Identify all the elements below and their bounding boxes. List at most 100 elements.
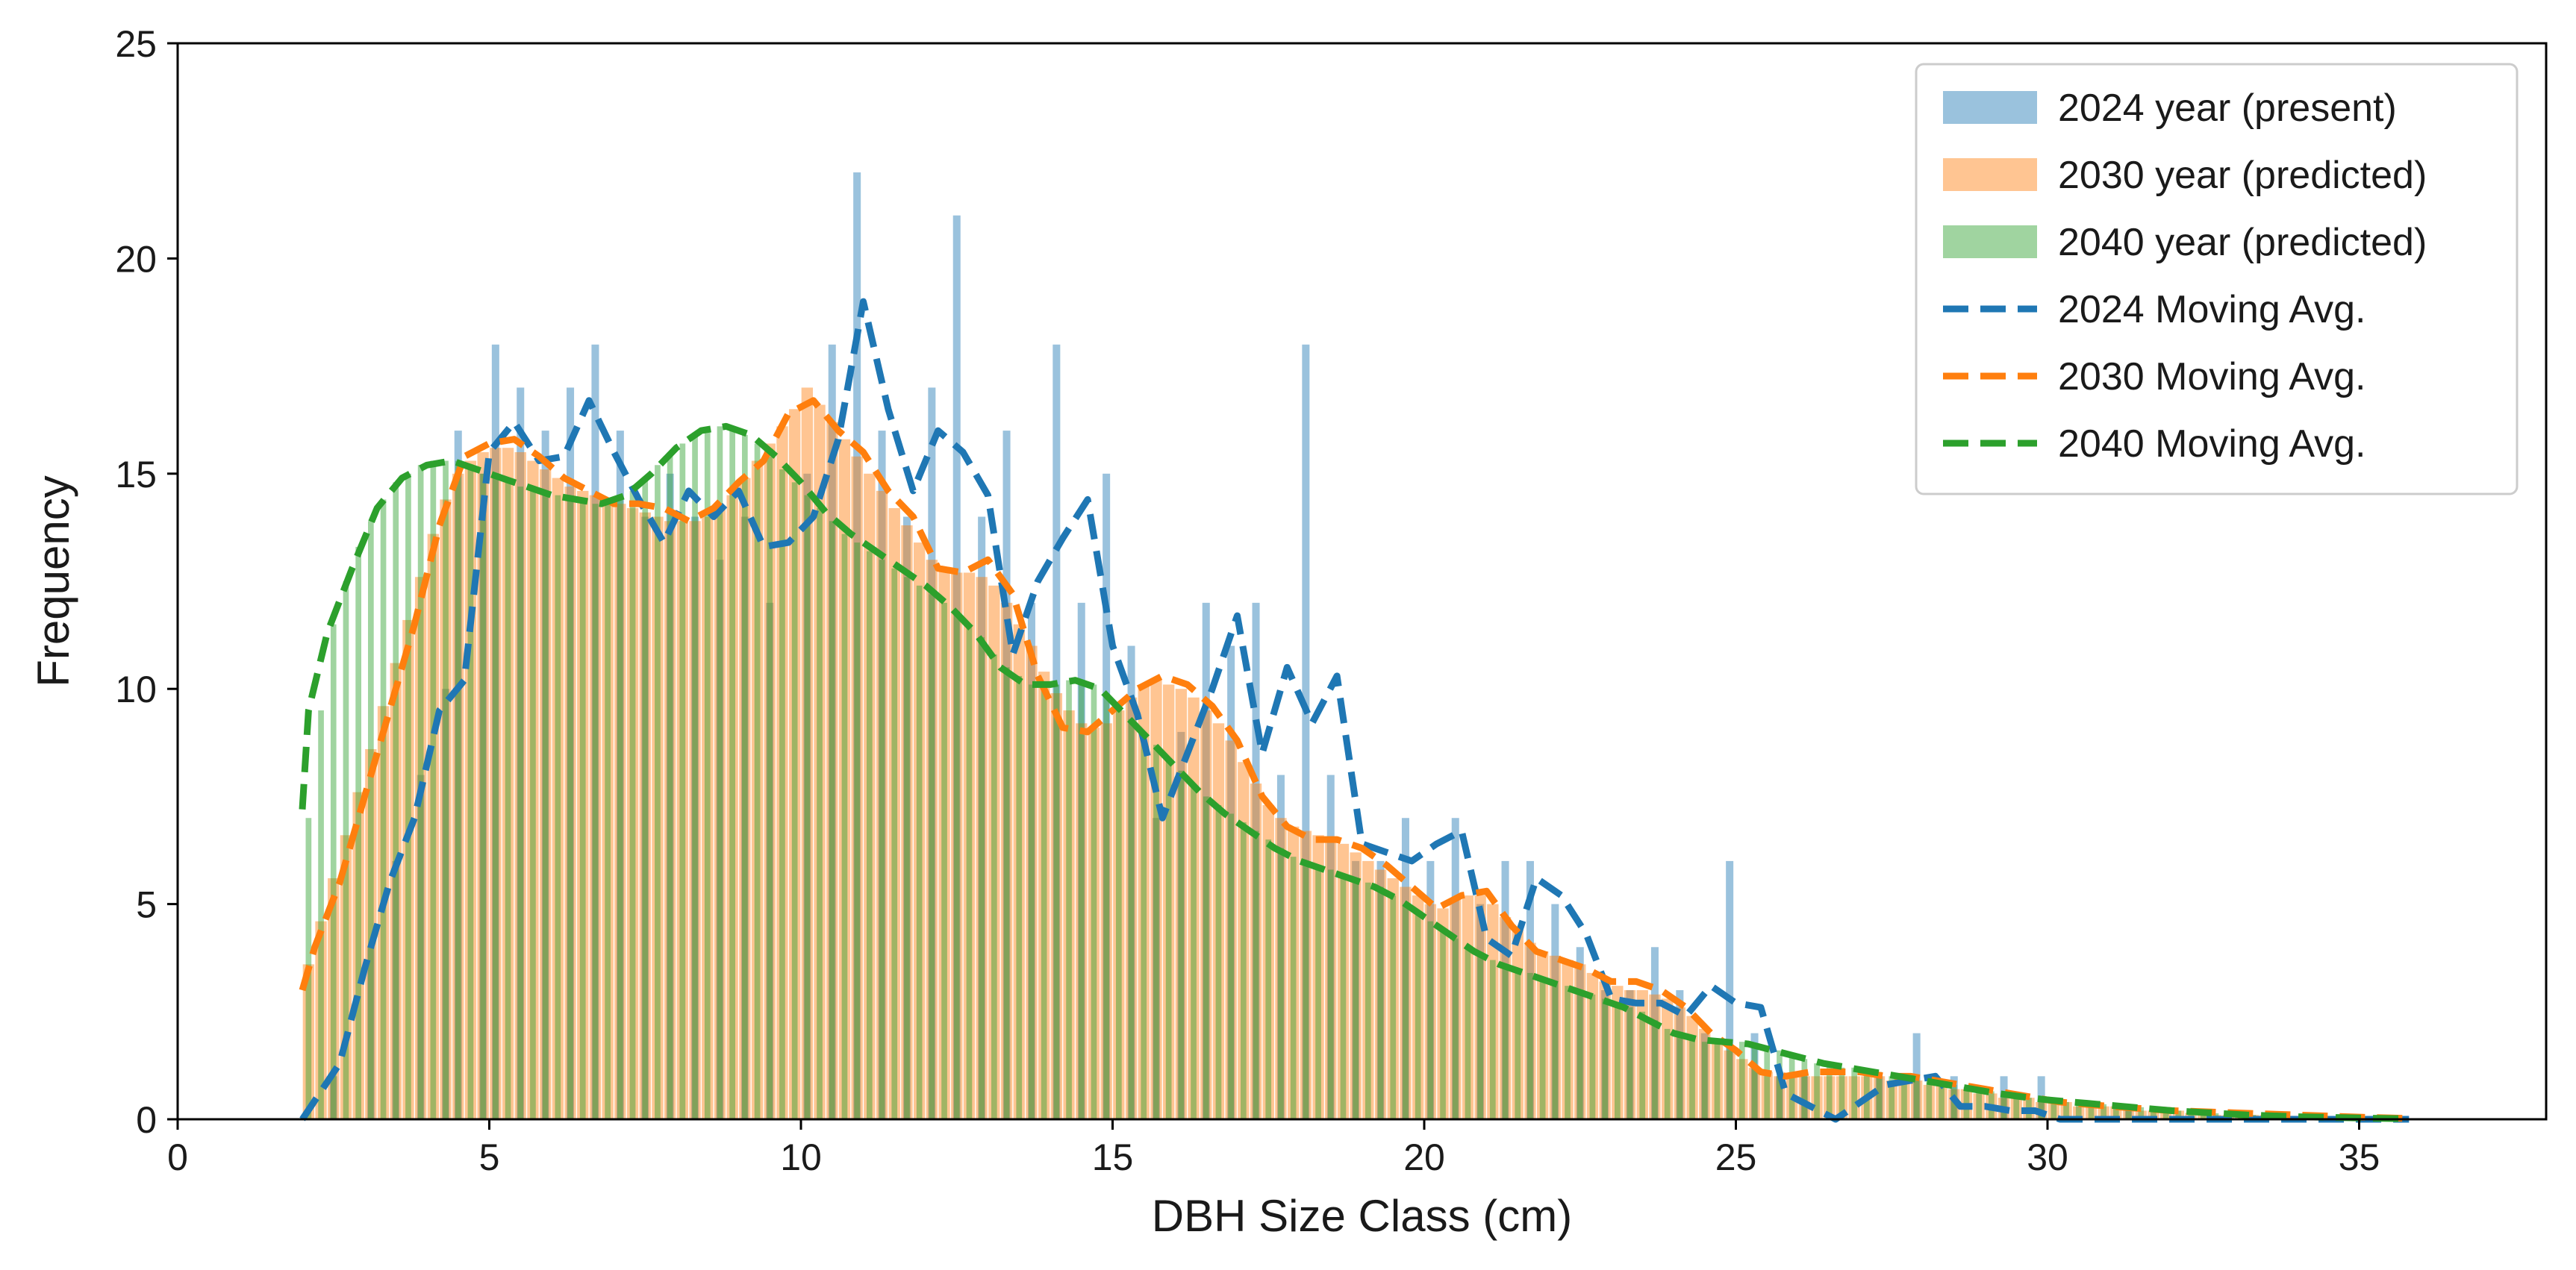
bar-2040-74 <box>1228 813 1234 1119</box>
bar-2030-58 <box>1026 645 1038 1119</box>
bar-2030-109 <box>1661 998 1674 1119</box>
bar-2030-23 <box>589 495 602 1119</box>
bar-2024-41 <box>1352 860 1360 1119</box>
bar-2024-44 <box>1426 860 1435 1119</box>
bar-2030-26 <box>626 507 639 1119</box>
bar-2024-23 <box>902 516 911 1119</box>
bar-2030-60 <box>1050 692 1063 1119</box>
bar-2040-88 <box>1403 904 1409 1119</box>
bar-2024-40 <box>1326 775 1335 1119</box>
bar-2040-73 <box>1215 804 1222 1119</box>
bar-2030-38 <box>776 426 788 1119</box>
bar-2030-81 <box>1312 835 1324 1119</box>
bar-2030-9 <box>414 577 427 1119</box>
x-tick-label-0: 0 <box>167 1136 188 1178</box>
bar-2040-24 <box>605 504 611 1119</box>
bar-2040-118 <box>1777 1050 1783 1119</box>
bar-2040-15 <box>493 478 499 1119</box>
bar-2040-16 <box>505 482 511 1119</box>
bar-2024-56 <box>1726 860 1734 1119</box>
bar-2040-49 <box>916 585 923 1119</box>
bar-2024-49 <box>1551 904 1559 1119</box>
bar-2024-3 <box>417 775 425 1119</box>
bar-2030-37 <box>764 443 776 1119</box>
legend-label-5: 2040 Moving Avg. <box>2058 422 2366 466</box>
bar-2030-98 <box>1524 942 1536 1119</box>
bar-2040-142 <box>2075 1101 2082 1119</box>
bar-2024-12 <box>616 431 624 1119</box>
bar-2030-47 <box>888 507 900 1119</box>
bar-2030-55 <box>988 585 1000 1119</box>
bar-2030-88 <box>1400 886 1412 1119</box>
bar-2024-22 <box>878 431 886 1119</box>
bar-2040-99 <box>1539 977 1546 1119</box>
bar-2040-85 <box>1365 882 1371 1119</box>
bar-2040-51 <box>941 602 947 1119</box>
bar-2030-51 <box>938 568 950 1119</box>
bar-2024-48 <box>1526 860 1534 1119</box>
legend-label-4: 2030 Moving Avg. <box>2058 355 2366 398</box>
bar-2030-126 <box>1873 1076 1886 1119</box>
bar-2040-130 <box>1926 1080 1933 1119</box>
bar-2040-68 <box>1153 745 1159 1119</box>
bar-2024-36 <box>1227 645 1235 1119</box>
bar-2030-77 <box>1262 804 1274 1119</box>
bar-2030-32 <box>702 516 714 1119</box>
bar-2024-17 <box>740 516 749 1119</box>
bar-2030-92 <box>1450 899 1462 1119</box>
bar-2040-96 <box>1502 964 1509 1119</box>
bar-2040-101 <box>1565 986 1571 1119</box>
bar-2024-30 <box>1077 602 1085 1119</box>
bar-2030-83 <box>1337 843 1350 1119</box>
bar-2040-66 <box>1128 719 1135 1119</box>
bar-2030-146 <box>2122 1110 2135 1119</box>
bar-2040-140 <box>2050 1100 2057 1119</box>
bar-2024-33 <box>1152 818 1160 1119</box>
bar-2024-4 <box>442 689 450 1119</box>
y-tick-label-20: 20 <box>115 238 157 280</box>
bar-2030-143 <box>2085 1106 2098 1119</box>
bar-2040-113 <box>1714 1042 1721 1119</box>
bar-2040-129 <box>1913 1078 1920 1119</box>
bar-2040-106 <box>1627 1007 1633 1119</box>
bar-2040-35 <box>742 434 748 1119</box>
bar-2040-98 <box>1527 972 1533 1119</box>
bar-2040-127 <box>1889 1076 1895 1119</box>
bar-2040-89 <box>1415 913 1421 1119</box>
bar-2024-29 <box>1052 344 1061 1119</box>
bar-2040-6 <box>380 499 387 1119</box>
bar-2030-106 <box>1624 989 1636 1119</box>
bar-2030-25 <box>614 504 626 1119</box>
bar-2040-5 <box>368 521 374 1119</box>
bar-2030-30 <box>676 521 689 1119</box>
y-tick-label-15: 15 <box>115 454 157 495</box>
bar-2030-89 <box>1412 895 1424 1119</box>
bar-2024-58 <box>1775 1076 1783 1119</box>
legend-box <box>1915 63 2519 495</box>
bar-2040-114 <box>1727 1042 1733 1119</box>
bar-2040-123 <box>1839 1067 1845 1119</box>
bar-2040-137 <box>2013 1095 2020 1119</box>
bar-2030-49 <box>913 542 926 1119</box>
bar-2040-44 <box>854 542 860 1119</box>
bar-2040-83 <box>1340 874 1347 1119</box>
bar-2040-27 <box>642 478 649 1119</box>
bar-2030-33 <box>714 507 726 1119</box>
bar-2030-31 <box>689 521 701 1119</box>
bar-2030-64 <box>1100 723 1112 1119</box>
bar-2030-66 <box>1125 697 1138 1119</box>
bar-2030-40 <box>801 387 814 1119</box>
bar-2040-59 <box>1041 684 1047 1119</box>
bar-2040-25 <box>617 499 623 1119</box>
bar-2024-32 <box>1127 645 1135 1119</box>
bar-2040-62 <box>1078 680 1085 1119</box>
bar-2030-21 <box>564 487 576 1119</box>
bar-2040-19 <box>542 495 549 1119</box>
bar-2040-2 <box>330 624 337 1119</box>
bar-2030-52 <box>951 572 963 1119</box>
y-tick-label-0: 0 <box>136 1099 157 1141</box>
bar-2030-150 <box>2172 1110 2185 1119</box>
bar-2040-20 <box>555 495 561 1119</box>
bar-2040-37 <box>767 456 773 1119</box>
